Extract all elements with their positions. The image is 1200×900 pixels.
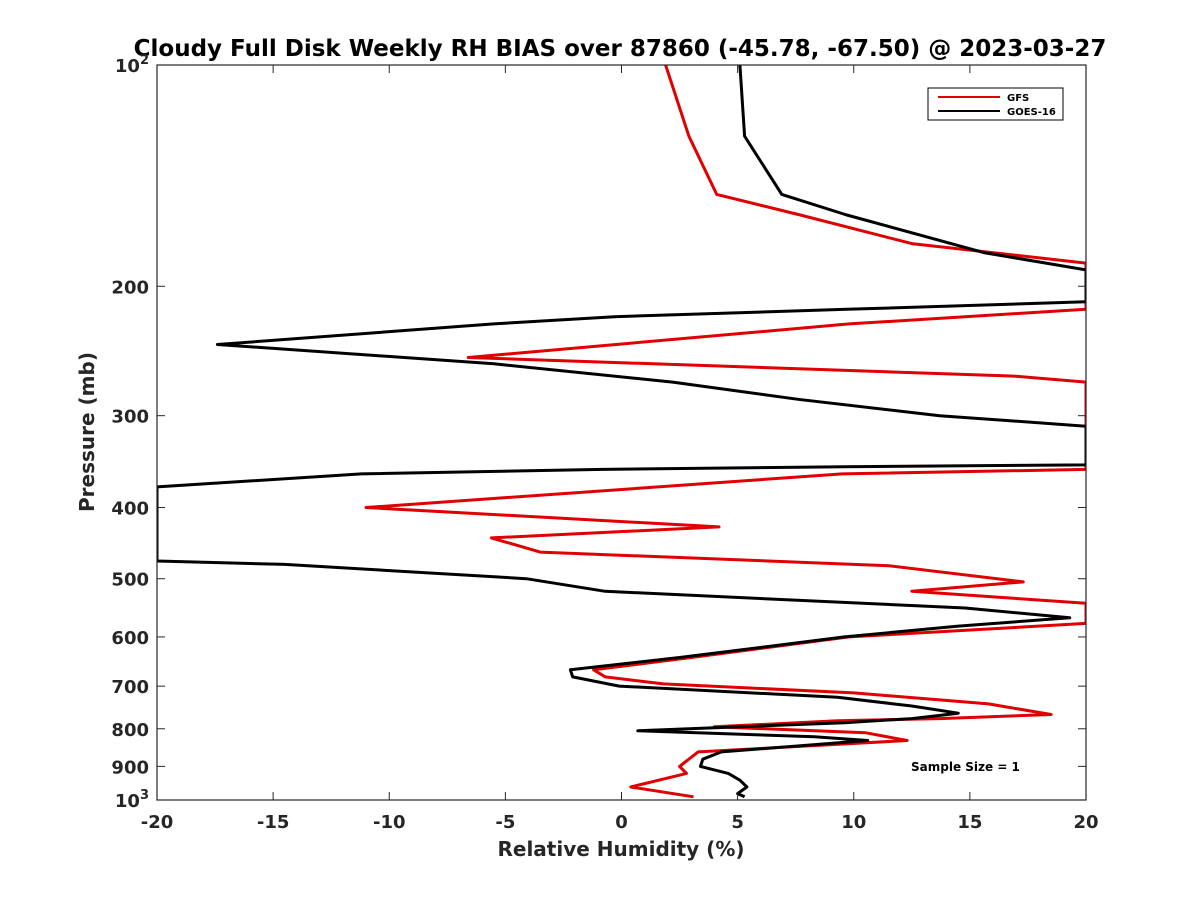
y-tick-label: 800 bbox=[111, 720, 149, 741]
y-tick-label: 600 bbox=[111, 628, 149, 649]
y-tick-label: 900 bbox=[111, 757, 149, 778]
series-layer bbox=[157, 65, 1086, 799]
x-tick-label: -15 bbox=[257, 812, 290, 833]
x-tick-label: -10 bbox=[373, 812, 406, 833]
series-line-goes16 bbox=[157, 65, 1086, 799]
x-axis-label: Relative Humidity (%) bbox=[497, 837, 744, 861]
y-tick-label: 400 bbox=[111, 499, 149, 520]
x-tick-label: -20 bbox=[141, 812, 174, 833]
chart-title: Cloudy Full Disk Weekly RH BIAS over 878… bbox=[134, 36, 1107, 62]
y-tick-label: 500 bbox=[111, 570, 149, 591]
legend-label-goes16: GOES-16 bbox=[1007, 107, 1056, 118]
x-tick-label: -5 bbox=[495, 812, 515, 833]
x-tick-label: 0 bbox=[615, 812, 628, 833]
sample-size-annotation: Sample Size = 1 bbox=[911, 760, 1020, 774]
x-tick-label: 15 bbox=[957, 812, 982, 833]
legend-box bbox=[927, 87, 1064, 121]
y-axis-ticks: 102 200 300 400 500 600 700 800 900 103 bbox=[111, 53, 1086, 812]
legend: GFS GOES-16 bbox=[927, 87, 1064, 121]
y-axis-label: Pressure (mb) bbox=[75, 352, 99, 512]
y-tick-label: 300 bbox=[111, 407, 149, 428]
x-tick-label: 5 bbox=[731, 812, 744, 833]
y-tick-label: 700 bbox=[111, 677, 149, 698]
legend-label-gfs: GFS bbox=[1007, 93, 1029, 104]
x-tick-label: 20 bbox=[1073, 812, 1098, 833]
x-axis-ticks: -20 -15 -10 -5 0 5 10 15 20 bbox=[141, 65, 1099, 833]
x-tick-label: 10 bbox=[841, 812, 866, 833]
y-tick-label: 200 bbox=[111, 277, 149, 298]
y-tick-label: 102 bbox=[115, 53, 149, 77]
y-tick-label: 103 bbox=[115, 788, 149, 812]
series-line-gfs bbox=[364, 65, 1086, 799]
